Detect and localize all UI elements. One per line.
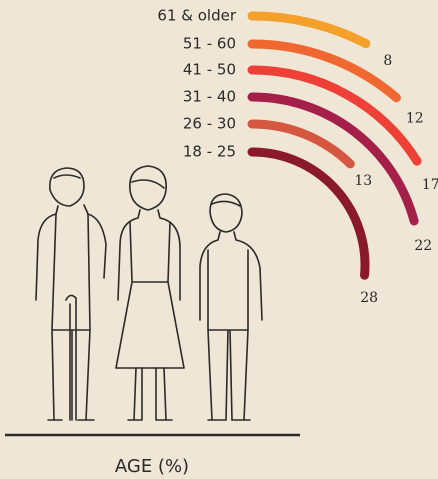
category-label: 18 - 25 [183, 143, 236, 161]
value-label: 17 [422, 177, 438, 193]
arc [247, 147, 370, 280]
value-label: 13 [354, 173, 372, 189]
value-label: 28 [360, 290, 378, 306]
value-label: 22 [414, 238, 432, 254]
category-label: 26 - 30 [183, 115, 236, 133]
arc [247, 65, 422, 166]
category-label: 61 & older [157, 7, 236, 25]
category-label: 51 - 60 [183, 35, 236, 53]
value-label: 12 [406, 111, 424, 127]
arc [247, 92, 419, 226]
people-illustration [35, 165, 263, 421]
arc [247, 119, 355, 169]
arc [247, 39, 401, 103]
arc [247, 11, 371, 49]
chart-title: AGE (%) [115, 456, 189, 477]
category-label: 31 - 40 [183, 88, 236, 106]
category-label: 41 - 50 [183, 61, 236, 79]
value-label: 8 [383, 53, 392, 69]
